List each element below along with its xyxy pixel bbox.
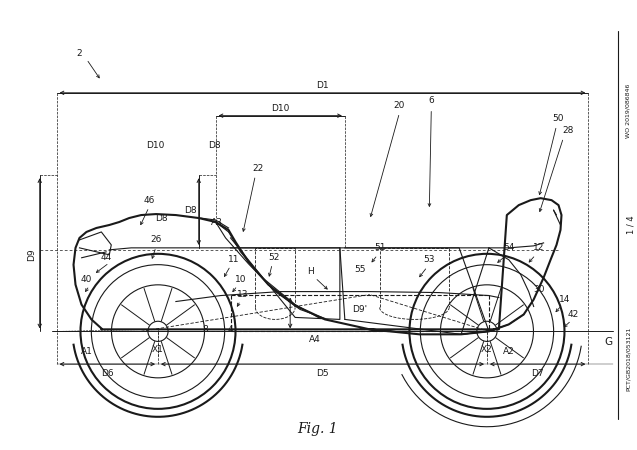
- Text: D6: D6: [101, 369, 113, 378]
- Text: 54: 54: [503, 243, 515, 252]
- Text: 51: 51: [374, 243, 385, 252]
- Text: 40: 40: [81, 275, 92, 284]
- Text: X2: X2: [481, 345, 493, 354]
- Text: 26: 26: [150, 235, 162, 244]
- Text: 8: 8: [203, 325, 208, 334]
- Text: 22: 22: [253, 164, 264, 173]
- Text: A3: A3: [211, 217, 222, 226]
- Text: 11: 11: [228, 255, 240, 264]
- Text: 44: 44: [101, 253, 112, 262]
- Text: Fig. 1: Fig. 1: [297, 422, 338, 436]
- Text: 2: 2: [76, 49, 82, 58]
- Text: A1: A1: [80, 346, 92, 356]
- Text: PCT/GB2018/053121: PCT/GB2018/053121: [626, 327, 631, 392]
- Text: 28: 28: [562, 126, 574, 135]
- Text: 12: 12: [533, 243, 545, 252]
- Text: D9: D9: [27, 248, 36, 261]
- Text: 10: 10: [235, 275, 247, 284]
- Text: 1 / 4: 1 / 4: [627, 216, 636, 234]
- Text: D9': D9': [352, 305, 368, 314]
- Text: D1: D1: [316, 81, 328, 90]
- Text: 50: 50: [553, 114, 564, 123]
- Text: D8: D8: [208, 141, 221, 150]
- Text: WO 2019/086846: WO 2019/086846: [626, 84, 631, 138]
- Text: X1: X1: [152, 345, 164, 354]
- Text: 55: 55: [354, 265, 366, 274]
- Text: D7: D7: [531, 369, 544, 378]
- Text: 30: 30: [533, 285, 545, 294]
- Text: 42: 42: [568, 310, 579, 319]
- Text: 4: 4: [228, 325, 233, 334]
- Text: H: H: [306, 267, 313, 276]
- Text: D8: D8: [185, 206, 197, 215]
- Text: 46: 46: [143, 196, 155, 205]
- Text: 14: 14: [559, 295, 570, 304]
- Text: A2: A2: [503, 346, 515, 356]
- Text: A4: A4: [309, 335, 321, 344]
- Text: 20: 20: [394, 101, 405, 110]
- Text: D10: D10: [271, 104, 289, 113]
- Text: 53: 53: [424, 255, 435, 264]
- Text: 52: 52: [269, 253, 280, 262]
- Text: D8: D8: [155, 214, 168, 223]
- Text: 13: 13: [237, 290, 248, 299]
- Text: D5: D5: [316, 369, 328, 378]
- Text: 6: 6: [429, 96, 434, 105]
- Text: D10: D10: [146, 141, 164, 150]
- Text: G: G: [604, 337, 612, 347]
